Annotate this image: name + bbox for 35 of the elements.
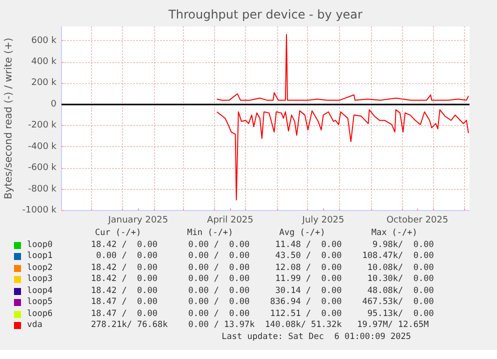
legend-label: loop6 — [27, 308, 54, 320]
x-tick-label: January 2025 — [107, 216, 168, 226]
legend-label: loop0 — [27, 240, 54, 251]
chart-title: Throughput per device - by year — [168, 8, 363, 22]
text: 18.42 / 0.00 0.00 / 0.00 11.48 / 0.00 9.98k/ 0.00 — [91, 240, 434, 251]
text: 18.42 / 0.00 0.00 / 0.00 11.99 / 0.00 10.30k/ 0.00 — [91, 274, 434, 286]
y-tick-label: 0 — [50, 99, 57, 110]
line-series — [216, 34, 469, 101]
text: 18.47 / 0.00 0.00 / 0.00 112.51 / 0.00 95.13k/ 0.00 — [91, 308, 434, 320]
text: 18.42 / 0.00 0.00 / 0.00 12.08 / 0.00 10.08k/ 0.00 — [91, 262, 434, 274]
y-tick-label: -400 k — [28, 142, 58, 152]
line-series — [216, 109, 469, 200]
legend-label: vda — [27, 320, 44, 332]
y-tick-label: -200 k — [28, 120, 58, 131]
x-tick-label: July 2025 — [301, 216, 344, 226]
text: Last update: Sat Dec 6 01:00:09 2025 — [220, 332, 412, 343]
x-tick-label: October 2025 — [386, 216, 448, 226]
text: 0.00 / 0.00 0.00 / 0.00 43.50 / 0.00 108.47k/ 0.00 — [95, 251, 434, 262]
y-tick-label: 400 k — [31, 57, 58, 68]
y-tick-label: -600 k — [28, 163, 58, 174]
legend-label: loop1 — [27, 251, 54, 262]
y-axis-title: Bytes/second read (-) / write (+) — [3, 38, 14, 200]
y-tick-label: -800 k — [28, 184, 58, 194]
y-tick-label: 600 k — [31, 36, 58, 46]
text: 18.47 / 0.00 0.00 / 0.00 836.94 / 0.00 467.53k/ 0.00 — [91, 297, 434, 308]
legend-label: loop2 — [27, 262, 54, 274]
x-tick-label: April 2025 — [207, 216, 254, 226]
legend-label: loop3 — [27, 274, 54, 286]
text: Cur (-/+) Min (-/+) Avg (-/+) Max (-/+) — [94, 228, 418, 240]
text: 18.42 / 0.00 0.00 / 0.00 30.14 / 0.00 48.08k/ 0.00 — [91, 286, 434, 297]
legend-label: loop5 — [27, 297, 54, 308]
y-tick-label: -1000 k — [22, 206, 58, 216]
y-tick-label: 200 k — [31, 78, 58, 88]
text: 278.21k/ 76.68k 0.00 / 13.97k 140.08k/ 51.32k 19.97M/ 12.65M — [91, 320, 429, 332]
legend-label: loop4 — [27, 286, 54, 297]
